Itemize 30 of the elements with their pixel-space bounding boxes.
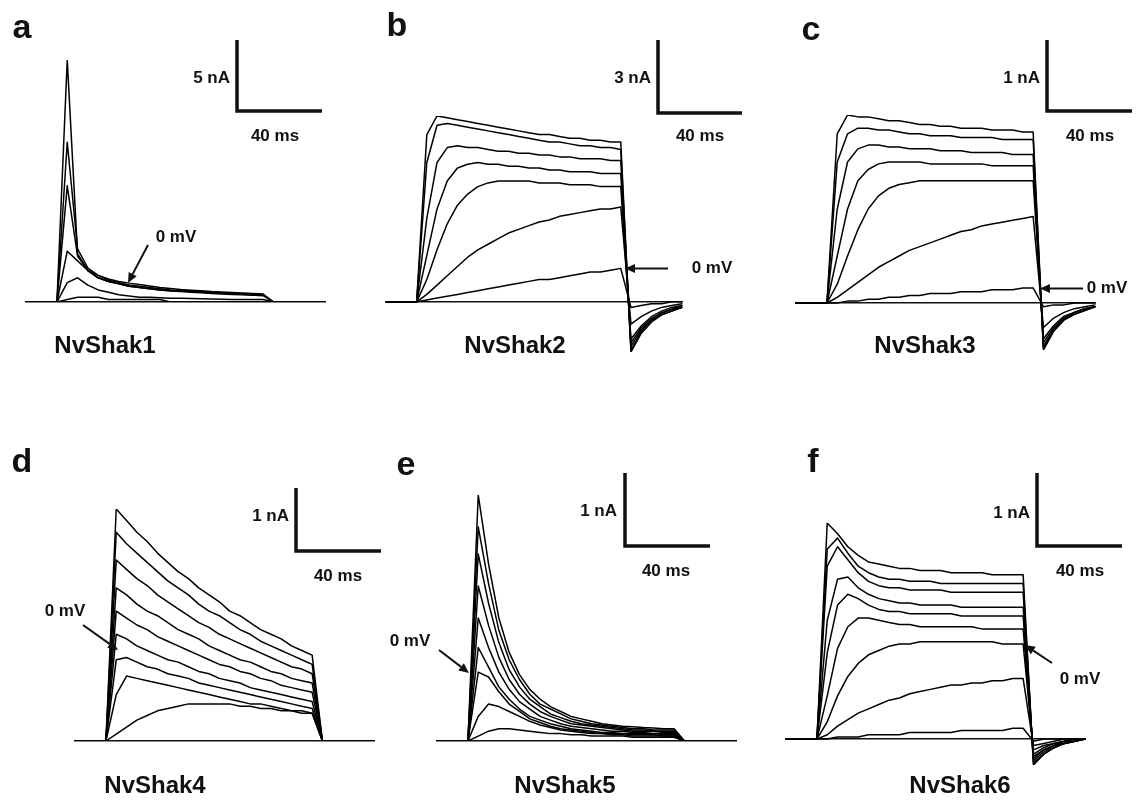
annotation: 40 ms bbox=[675, 125, 725, 145]
chart-title: a bbox=[12, 7, 32, 45]
annotation: 40 ms bbox=[1055, 560, 1105, 580]
text: 0 mV bbox=[389, 630, 431, 650]
annotation: 40 ms bbox=[250, 125, 300, 145]
annotation: 0 mV bbox=[155, 226, 197, 246]
annotation: 5 nA bbox=[193, 67, 230, 87]
chart-title: d bbox=[11, 441, 33, 479]
chart-title: b bbox=[386, 5, 408, 43]
x-axis-title: NvShak2 bbox=[464, 331, 566, 358]
annotation: 40 ms bbox=[313, 565, 363, 585]
x-axis-title: NvShak6 bbox=[909, 771, 1011, 798]
text: 3 nA bbox=[614, 67, 651, 87]
x-axis-title: NvShak3 bbox=[874, 331, 976, 358]
annotation: 40 ms bbox=[641, 560, 691, 580]
annotation: 0 mV bbox=[44, 600, 86, 620]
x-axis-title: NvShak4 bbox=[104, 771, 206, 798]
text: 1 nA bbox=[993, 502, 1030, 522]
annotation: 1 nA bbox=[580, 500, 617, 520]
x-axis-title: NvShak1 bbox=[54, 331, 156, 358]
x-axis-title: NvShak5 bbox=[514, 771, 616, 798]
annotation: 40 ms bbox=[1065, 125, 1115, 145]
annotation: 0 mV bbox=[1059, 668, 1101, 688]
text: 0 mV bbox=[691, 257, 733, 277]
chart-title: f bbox=[807, 441, 819, 479]
annotation: 1 nA bbox=[252, 505, 289, 525]
chart-title: e bbox=[396, 444, 416, 482]
text: 1 nA bbox=[1003, 67, 1040, 87]
annotation: 0 mV bbox=[1086, 277, 1128, 297]
chart-title: c bbox=[801, 9, 821, 47]
